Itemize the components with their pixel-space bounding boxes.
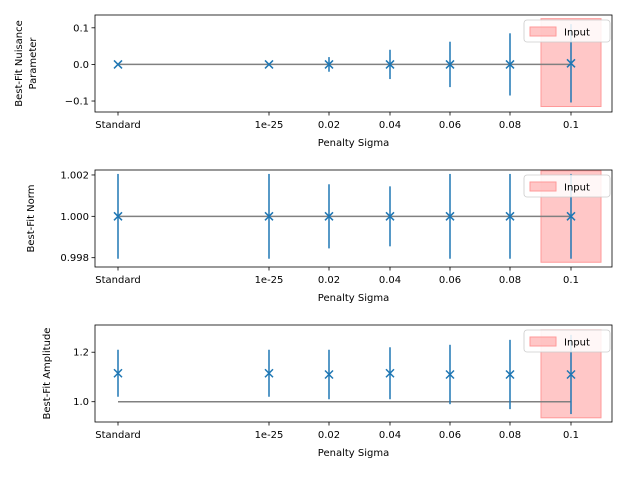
- data-point: [566, 369, 576, 380]
- x-tick-label: 0.02: [318, 275, 340, 286]
- y-axis-label: Best-Fit Norm: [26, 185, 37, 253]
- x-tick-label: 0.1: [563, 120, 579, 131]
- x-tick-label: 0.1: [563, 275, 579, 286]
- x-tick-label: 1e-25: [255, 430, 284, 441]
- x-axis-label: Penalty Sigma: [318, 138, 389, 149]
- data-point: [505, 369, 515, 380]
- y-axis-label: Best-Fit Amplitude: [42, 328, 53, 420]
- x-tick-label: Standard: [95, 430, 141, 441]
- legend-label: Input: [564, 183, 590, 194]
- axes-frame: [94, 169, 613, 268]
- x-tick-label: 0.04: [379, 275, 401, 286]
- y-axis-label: Best-Fit Nuisance: [14, 20, 25, 107]
- legend-swatch: [529, 26, 557, 37]
- x-tick-label: Standard: [95, 120, 141, 131]
- x-tick-label: 0.02: [318, 120, 340, 131]
- data-point: [264, 59, 274, 69]
- panel-1: Standard 1e-25 0.02 0.04 0.06 0.08 0.1 −0.1 0.0 0…: [14, 14, 613, 149]
- data-point: [324, 211, 334, 221]
- y-tick-label: 0.998: [60, 253, 89, 264]
- y-axis-label: Parameter: [28, 37, 39, 90]
- legend: Input: [523, 329, 611, 353]
- x-tick-label: 0.06: [439, 120, 461, 131]
- data-point: [385, 211, 395, 221]
- data-point: [566, 58, 576, 68]
- data-point: [505, 211, 515, 221]
- x-tick-label: 1e-25: [255, 275, 284, 286]
- x-tick-label: Standard: [95, 275, 141, 286]
- data-point: [113, 59, 123, 69]
- data-point: [445, 211, 455, 221]
- data-point: [445, 369, 455, 380]
- data-point: [324, 59, 334, 69]
- y-tick-label: −0.1: [65, 97, 89, 108]
- legend: Input: [523, 19, 611, 43]
- x-tick-label: 0.04: [379, 430, 401, 441]
- data-point: [264, 211, 274, 221]
- data-point: [113, 368, 123, 378]
- y-tick-label: 0.0: [73, 60, 89, 71]
- y-tick-label: 1.000: [60, 212, 89, 223]
- legend-label: Input: [564, 28, 590, 39]
- x-tick-label: 0.08: [499, 120, 521, 131]
- data-point: [324, 369, 334, 380]
- legend-label: Input: [564, 338, 590, 349]
- y-tick-label: 1.2: [73, 348, 89, 359]
- x-tick-label: 0.06: [439, 275, 461, 286]
- data-point: [113, 211, 123, 221]
- panel-2: Standard 1e-25 0.02 0.04 0.06 0.08 0.1 0.998 1.0…: [26, 169, 613, 304]
- legend: Input: [523, 174, 611, 198]
- data-point: [385, 59, 395, 69]
- y-tick-label: 1.0: [73, 397, 89, 408]
- data-point: [566, 211, 576, 221]
- x-tick-label: 0.06: [439, 430, 461, 441]
- legend-swatch: [529, 336, 557, 347]
- data-point: [505, 59, 515, 69]
- x-tick-label: 0.08: [499, 275, 521, 286]
- panel-3: Standard 1e-25 0.02 0.04 0.06 0.08 0.1 1.0 1.2 Pe…: [42, 324, 613, 459]
- x-tick-label: 0.02: [318, 430, 340, 441]
- x-tick-label: 1e-25: [255, 120, 284, 131]
- data-point: [264, 368, 274, 378]
- x-tick-label: 0.1: [563, 430, 579, 441]
- x-tick-label: 0.04: [379, 120, 401, 131]
- y-tick-label: 0.1: [73, 23, 89, 34]
- x-axis-label: Penalty Sigma: [318, 448, 389, 459]
- x-tick-label: 0.08: [499, 430, 521, 441]
- x-axis-label: Penalty Sigma: [318, 293, 389, 304]
- axes-frame: [94, 324, 613, 423]
- y-tick-label: 1.002: [60, 170, 89, 181]
- legend-swatch: [529, 181, 557, 192]
- data-point: [445, 59, 455, 69]
- data-point: [385, 368, 395, 378]
- axes-frame: [94, 14, 613, 113]
